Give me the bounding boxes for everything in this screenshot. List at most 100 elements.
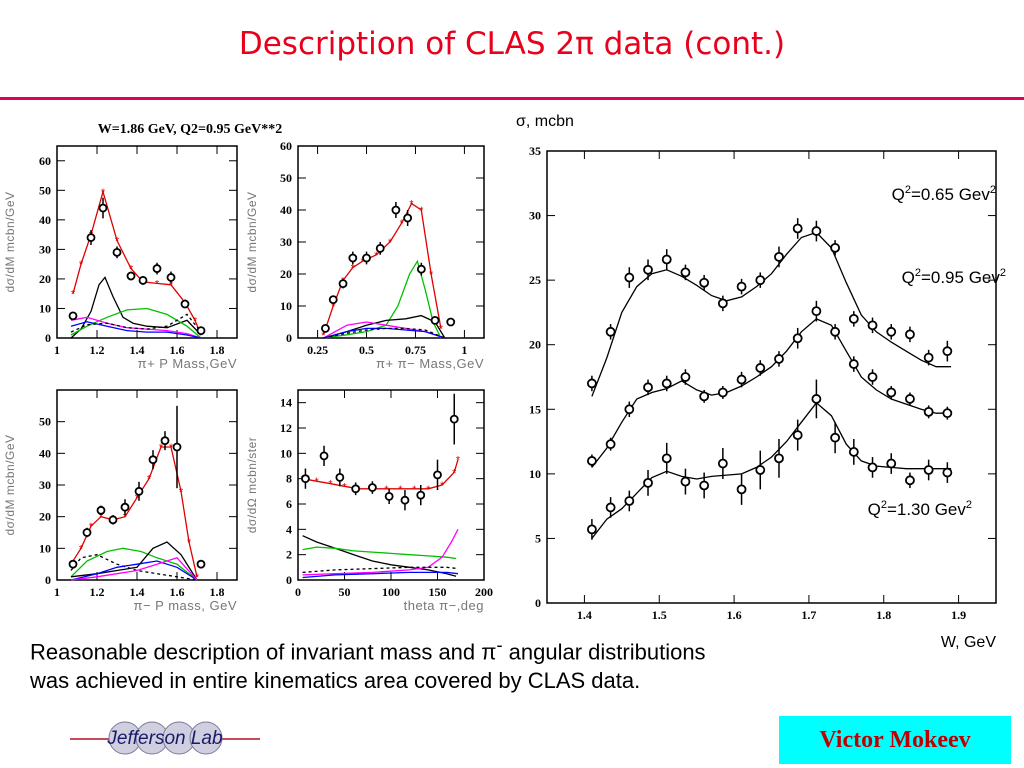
data-point bbox=[98, 203, 108, 213]
x-tick-label: 100 bbox=[382, 585, 400, 599]
data-point bbox=[643, 477, 653, 488]
y-tick-label: 10 bbox=[529, 467, 541, 481]
x-tick-label: 1.5 bbox=[652, 608, 667, 622]
y-axis-label: dσ/dM mcbn/GeV bbox=[245, 191, 259, 292]
data-point bbox=[717, 458, 728, 469]
model-star-marker: * bbox=[384, 484, 389, 496]
conclusion-line-2: was achieved in entire kinematics area c… bbox=[30, 668, 641, 694]
y-tick-label: 14 bbox=[280, 396, 292, 410]
author-badge: Victor Mokeev bbox=[779, 716, 1011, 764]
data-point bbox=[301, 474, 310, 484]
y-tick-label: 50 bbox=[39, 183, 51, 197]
y-tick-label: 0 bbox=[45, 331, 51, 345]
model-curve bbox=[323, 327, 446, 339]
data-point bbox=[400, 495, 410, 505]
data-point bbox=[351, 484, 361, 494]
data-point bbox=[699, 391, 710, 402]
data-point bbox=[942, 346, 953, 357]
model-star-marker: * bbox=[440, 480, 445, 492]
model-curve bbox=[302, 546, 457, 560]
data-point bbox=[680, 372, 691, 382]
panel-title: W=1.86 GeV, Q2=0.95 GeV**2 bbox=[98, 122, 282, 137]
plot-frame bbox=[546, 150, 997, 604]
model-star-marker: * bbox=[135, 493, 140, 505]
x-tick-label: 200 bbox=[475, 585, 493, 599]
model-curve bbox=[302, 459, 459, 490]
model-star-marker: * bbox=[342, 481, 347, 493]
data-point bbox=[196, 326, 206, 336]
model-star-marker: * bbox=[426, 484, 431, 496]
data-point bbox=[923, 465, 934, 475]
model-star-marker: * bbox=[439, 323, 444, 335]
model-star-marker: * bbox=[147, 474, 152, 486]
x-tick-label: 0.25 bbox=[307, 343, 328, 357]
data-point bbox=[605, 326, 616, 337]
data-point bbox=[905, 394, 915, 404]
model-star-marker: * bbox=[99, 512, 104, 524]
x-tick-label: 0.75 bbox=[405, 343, 426, 357]
model-curve bbox=[302, 529, 459, 576]
model-curve bbox=[70, 560, 198, 581]
y-tick-label: 50 bbox=[280, 171, 292, 185]
data-point bbox=[755, 465, 766, 475]
data-point bbox=[319, 451, 329, 461]
x-tick-label: 1.4 bbox=[577, 608, 592, 622]
data-point bbox=[134, 486, 144, 496]
data-point bbox=[362, 253, 371, 263]
x-axis-label: theta π−,deg bbox=[404, 598, 484, 613]
data-point bbox=[661, 254, 672, 265]
data-point bbox=[886, 458, 897, 469]
data-point bbox=[446, 317, 456, 327]
data-point bbox=[605, 502, 616, 513]
data-point bbox=[433, 470, 442, 480]
y-tick-label: 10 bbox=[39, 541, 51, 555]
model-star-marker: * bbox=[351, 263, 356, 275]
x-tick-label: 0 bbox=[295, 585, 301, 599]
model-star-marker: * bbox=[456, 455, 461, 467]
data-point bbox=[416, 264, 426, 274]
model-star-marker: * bbox=[115, 236, 120, 248]
data-point bbox=[449, 414, 459, 424]
y-axis-label: σ, mcbn bbox=[516, 113, 574, 130]
model-curve bbox=[70, 276, 202, 339]
y-tick-label: 10 bbox=[280, 446, 292, 460]
data-point bbox=[138, 275, 148, 285]
x-axis-label: π+ π− Mass,GeV bbox=[376, 356, 484, 371]
x-tick-label: 0.5 bbox=[359, 343, 374, 357]
data-point bbox=[416, 490, 426, 500]
fit-curve bbox=[591, 231, 952, 397]
model-star-marker: * bbox=[193, 315, 198, 327]
data-point bbox=[120, 502, 130, 512]
conclusion-superscript: - bbox=[496, 634, 503, 655]
model-star-marker: * bbox=[419, 205, 424, 217]
data-point bbox=[391, 205, 401, 215]
x-tick-label: 1.4 bbox=[130, 343, 145, 357]
series-label: Q2=0.95 Gev2 bbox=[902, 267, 1006, 287]
x-tick-label: 1.2 bbox=[90, 585, 105, 599]
y-tick-label: 6 bbox=[286, 497, 292, 511]
model-curve bbox=[70, 547, 198, 581]
model-curve bbox=[323, 327, 446, 339]
model-star-marker: * bbox=[409, 199, 414, 211]
title-divider bbox=[0, 97, 1024, 100]
data-point bbox=[680, 267, 691, 278]
data-point bbox=[430, 315, 440, 325]
data-point bbox=[321, 323, 330, 333]
y-tick-label: 30 bbox=[529, 209, 541, 223]
x-tick-label: 1.6 bbox=[727, 608, 742, 622]
y-tick-label: 35 bbox=[529, 144, 541, 158]
model-curve bbox=[70, 321, 202, 339]
y-tick-label: 50 bbox=[39, 415, 51, 429]
data-point bbox=[348, 253, 358, 263]
model-curve bbox=[70, 313, 202, 333]
conclusion-line-1: Reasonable description of invariant mass… bbox=[30, 639, 497, 665]
x-tick-label: 1.9 bbox=[951, 608, 966, 622]
y-tick-label: 20 bbox=[39, 510, 51, 524]
data-point bbox=[755, 275, 766, 286]
model-curve bbox=[70, 541, 198, 581]
model-star-marker: * bbox=[429, 269, 434, 281]
model-curve bbox=[302, 566, 459, 574]
data-point bbox=[848, 359, 859, 369]
